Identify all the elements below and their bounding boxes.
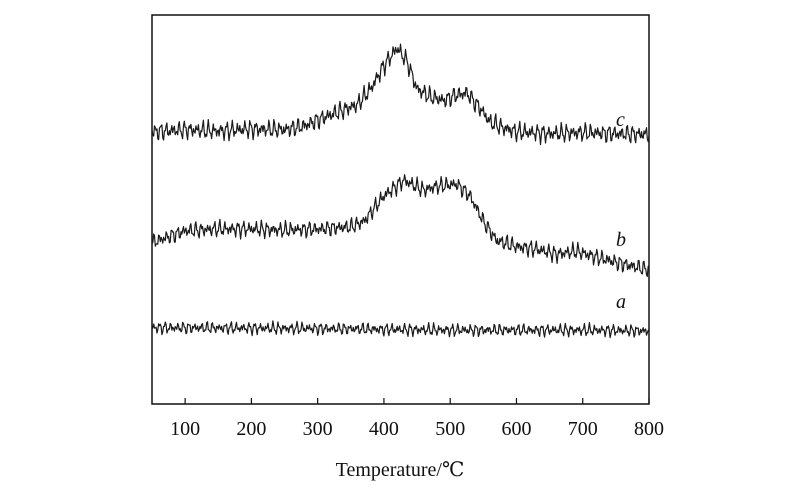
x-tick-label: 100 <box>170 418 200 440</box>
x-tick-label: 500 <box>435 418 465 440</box>
series-line-a <box>151 320 650 339</box>
series-label-a: a <box>616 291 626 313</box>
series-label-c: c <box>616 109 625 131</box>
series-line-b <box>151 174 650 278</box>
x-tick-label: 200 <box>236 418 266 440</box>
x-tick-label: 300 <box>303 418 333 440</box>
plot-frame <box>151 14 650 405</box>
x-tick-label: 600 <box>501 418 531 440</box>
series-layer <box>151 43 650 339</box>
x-axis-ticks: 100 200 300 400 500 600 700 800 <box>170 398 664 440</box>
x-tick-label: 700 <box>568 418 598 440</box>
series-label-b: b <box>616 229 626 251</box>
series-labels: a b c <box>616 109 626 313</box>
series-line-c <box>151 43 650 146</box>
x-tick-label: 400 <box>369 418 399 440</box>
x-tick-label: 800 <box>634 418 664 440</box>
x-axis-label: Temperature/℃ <box>336 459 465 481</box>
